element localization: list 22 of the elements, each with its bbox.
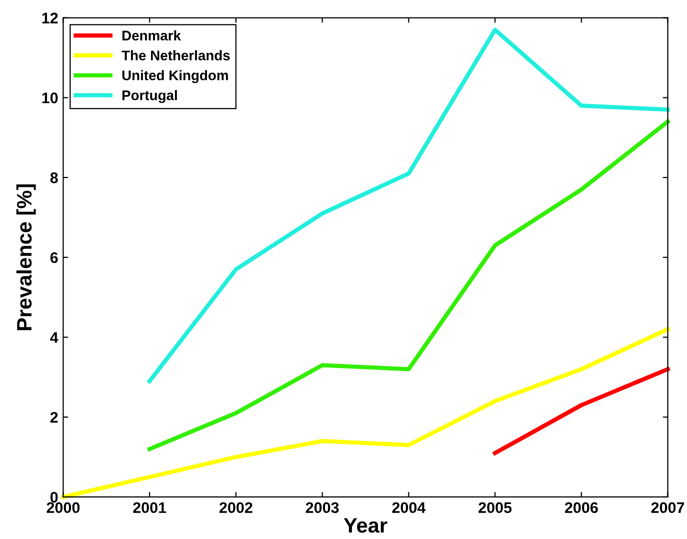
line-series (147, 120, 670, 452)
x-tick-label: 2003 (306, 502, 339, 514)
x-tick-label: 2001 (133, 502, 166, 514)
x-tick-label: 2000 (46, 502, 80, 514)
y-tick-label: 0 (50, 492, 58, 503)
x-tick-label: 2005 (478, 502, 512, 514)
y-tick-label: 10 (42, 92, 58, 104)
legend-label: Denmark (122, 30, 181, 40)
y-tick-label: 12 (42, 12, 58, 24)
legend-label: The Netherlands (122, 50, 230, 60)
y-tick-label: 6 (50, 252, 58, 264)
y-tick-label: 8 (50, 172, 58, 184)
x-tick-label: 2007 (651, 502, 684, 514)
x-tick-label: 2006 (564, 502, 598, 514)
legend-label: United Kingdom (122, 70, 228, 84)
y-tick-label: 2 (50, 412, 58, 423)
legend-label: Portugal (122, 90, 177, 104)
x-tick-label: 2002 (219, 502, 252, 514)
x-axis-title: Year (344, 518, 388, 533)
y-tick-label: 4 (50, 332, 58, 343)
y-axis-title: Prevalence [%] (16, 184, 36, 330)
x-tick-label: 2004 (392, 502, 426, 514)
